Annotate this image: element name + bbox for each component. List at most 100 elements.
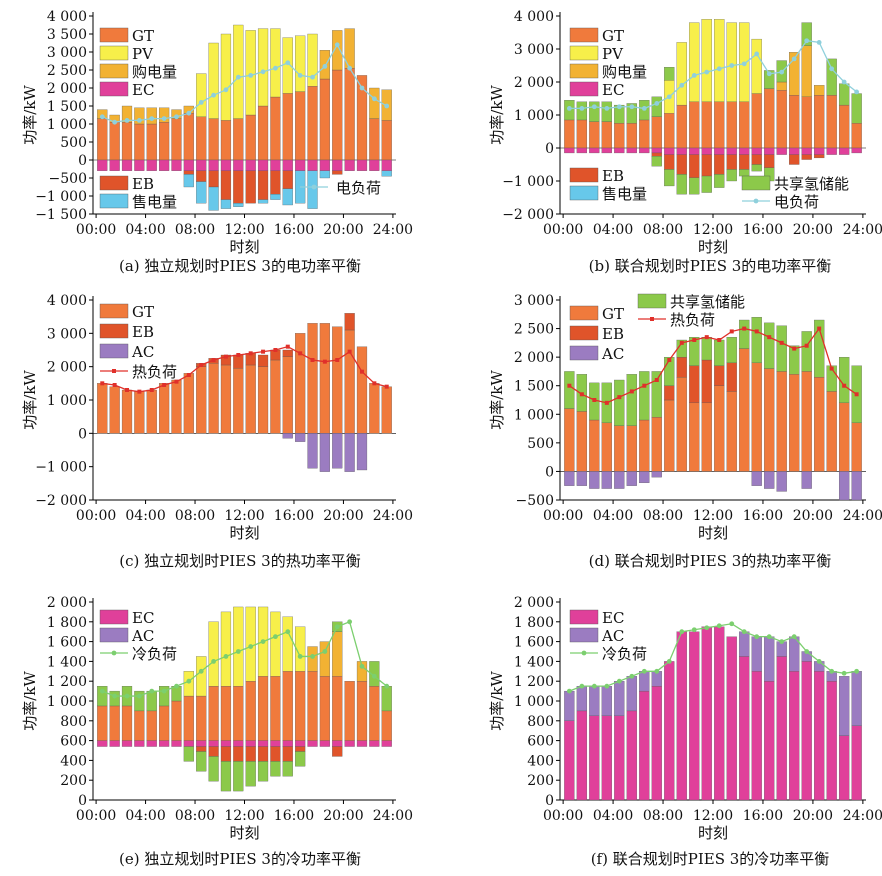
bar-GT: [159, 705, 170, 741]
bar-GT: [295, 333, 306, 434]
chart-caption: (f) 联合规划时PIES 3的冷功率平衡: [591, 850, 830, 868]
x-tick-label: 08:00: [175, 222, 215, 238]
load-point: [654, 668, 660, 674]
bar-EC: [564, 147, 575, 154]
bar-H2: [764, 70, 775, 89]
bar-EB: [726, 362, 737, 392]
bar-buy: [332, 30, 343, 71]
bar-EC: [307, 159, 318, 171]
bar-EC: [97, 159, 108, 171]
y-tick-label: −2 000: [35, 493, 87, 509]
bar-buy: [146, 107, 157, 125]
bar-GT: [233, 686, 244, 741]
legend-swatch-EC: [569, 81, 599, 97]
y-tick-label: 1 000: [47, 694, 87, 710]
load-point: [310, 358, 315, 362]
bar-EC: [257, 740, 269, 747]
legend-swatch-buy: [569, 63, 599, 79]
bar-EC: [245, 740, 256, 747]
bar-GT: [356, 681, 368, 741]
legend-label-EB: EB: [132, 175, 154, 193]
bar-EC: [196, 159, 207, 171]
legend-label-load: 热负荷: [670, 311, 715, 329]
chart-caption: (e) 独立规划时PIES 3的冷功率平衡: [119, 850, 361, 868]
bar-EB: [332, 170, 343, 175]
bar-GT: [196, 366, 207, 434]
load-point: [641, 668, 647, 674]
load-point: [322, 359, 327, 364]
load-point: [604, 106, 610, 111]
bar-EC: [146, 740, 157, 747]
load-point: [766, 634, 772, 640]
load-point: [854, 668, 860, 674]
chart-f: 2 000 1 800 1 600 1 400 1 200 1 000 800 600 400 2…: [488, 595, 882, 868]
bar-H2: [676, 339, 687, 358]
bar-EC: [651, 147, 662, 154]
y-tick-label: 0: [545, 141, 554, 157]
bar-H2: [576, 101, 588, 121]
chart-caption: (d) 联合规划时PIES 3的热功率平衡: [589, 552, 832, 570]
y-tick-label: 1 800: [514, 615, 554, 631]
y-tick-label: −1 000: [35, 460, 87, 476]
load-point: [112, 693, 118, 699]
bar-GT: [146, 123, 157, 161]
bar-AC: [589, 471, 600, 489]
legend-label-EC: EC: [602, 609, 624, 627]
y-tick-label: 1 000: [514, 108, 554, 124]
load-point: [829, 668, 835, 674]
x-tick-label: 20:00: [323, 222, 363, 238]
bar-GT: [282, 93, 293, 161]
load-point: [285, 60, 291, 66]
load-point: [854, 392, 859, 397]
bar-H2: [270, 761, 281, 777]
x-tick-label: 08:00: [643, 222, 683, 238]
bar-EC: [664, 147, 675, 155]
load-point: [579, 392, 584, 397]
legend-label-H2: 共享氢储能: [774, 175, 849, 193]
bar-H2: [233, 761, 244, 792]
bar-GT: [332, 676, 343, 741]
bar-GT: [220, 364, 232, 434]
bar-H2: [838, 356, 850, 404]
load-point: [371, 96, 377, 102]
bar-AC: [764, 471, 775, 489]
load-point: [112, 119, 118, 125]
bar-GT: [344, 68, 355, 161]
bar-H2neg: [739, 169, 750, 177]
y-tick-label: 1 200: [47, 674, 87, 690]
x-axis-label: 时刻: [229, 524, 259, 542]
load-point: [779, 69, 785, 75]
x-tick-label: 24:00: [843, 222, 882, 238]
y-tick-label: 3 000: [47, 326, 87, 342]
bar-H2: [381, 686, 392, 712]
load-point: [667, 358, 672, 362]
bar-GT: [146, 710, 157, 741]
x-tick-label: 04:00: [125, 808, 165, 824]
x-tick-label: 00:00: [76, 222, 116, 238]
legend-label-GT: GT: [602, 305, 624, 323]
y-tick-label: −500: [49, 171, 87, 187]
bar-sell: [282, 188, 293, 206]
bar-EC: [196, 740, 207, 747]
bar-H2: [776, 325, 787, 372]
bar-EC: [109, 159, 120, 171]
bar-GT: [220, 120, 232, 161]
bar-EB: [651, 152, 662, 157]
load-point: [779, 340, 784, 345]
bar-AC: [751, 471, 762, 486]
load-point: [579, 683, 585, 689]
bar-EC: [639, 147, 650, 154]
bar-H2neg: [714, 174, 725, 188]
y-tick-label: −500: [516, 493, 554, 509]
bar-AC: [332, 433, 343, 469]
load-point: [285, 344, 290, 349]
bar-GT: [245, 114, 256, 161]
y-tick-label: 1 200: [514, 674, 554, 690]
bar-GT: [97, 383, 108, 434]
legend-swatch-EB: [569, 325, 599, 341]
bar-GT: [319, 323, 330, 434]
y-tick-label: 1 400: [47, 654, 87, 670]
bar-GT: [356, 346, 368, 434]
y-axis-label: 功率/kW: [488, 85, 506, 145]
bar-GT: [307, 671, 318, 741]
